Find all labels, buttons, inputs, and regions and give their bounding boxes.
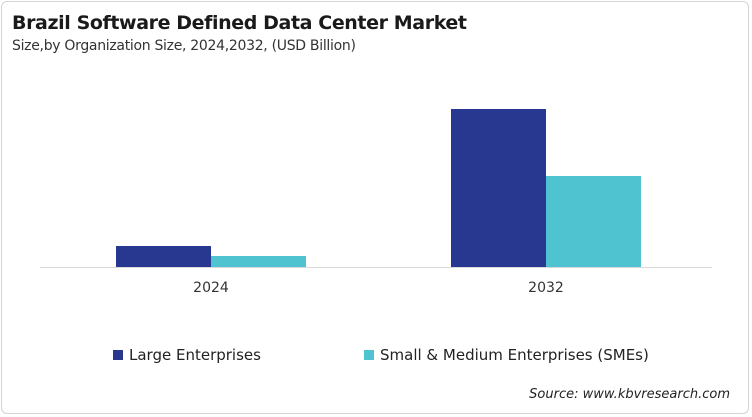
legend-item-large-enterprises: Large Enterprises bbox=[113, 346, 261, 364]
legend-label: Large Enterprises bbox=[129, 346, 261, 364]
legend-swatch bbox=[364, 350, 374, 360]
legend-label: Small & Medium Enterprises (SMEs) bbox=[380, 346, 649, 364]
x-tick-label: 2032 bbox=[528, 280, 564, 296]
chart-subtitle: Size,by Organization Size, 2024,2032, (U… bbox=[12, 38, 356, 54]
x-tick-label: 2024 bbox=[193, 280, 229, 296]
legend-swatch bbox=[113, 350, 123, 360]
bar-2024-smes bbox=[211, 256, 306, 267]
bar-2024-large-enterprises bbox=[116, 246, 211, 267]
source-note: Source: www.kbvresearch.com bbox=[529, 387, 730, 402]
bar-2032-large-enterprises bbox=[451, 109, 546, 267]
chart-title: Brazil Software Defined Data Center Mark… bbox=[12, 12, 467, 34]
bar-2032-smes bbox=[546, 176, 641, 267]
legend-item-smes: Small & Medium Enterprises (SMEs) bbox=[364, 346, 649, 364]
